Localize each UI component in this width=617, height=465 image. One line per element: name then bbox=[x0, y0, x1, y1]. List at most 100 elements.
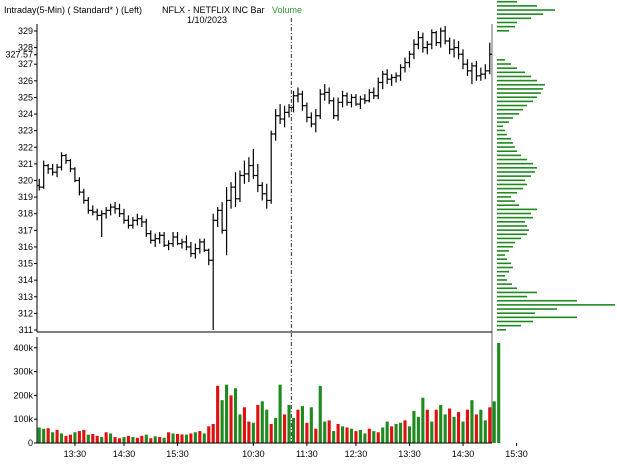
volume-profile-bar bbox=[497, 63, 511, 65]
volume-bar bbox=[349, 428, 354, 443]
price-bar bbox=[318, 89, 323, 120]
price-bar bbox=[144, 218, 149, 237]
time-tick-label: 12:30 bbox=[345, 449, 368, 459]
price-bar bbox=[353, 94, 359, 106]
volume-bar bbox=[193, 432, 197, 443]
price-tick-label: 324 bbox=[18, 109, 33, 119]
volume-bar bbox=[488, 407, 492, 443]
volume-profile-bar bbox=[497, 191, 517, 194]
volume-bar bbox=[251, 422, 255, 443]
price-tick-label: 327 bbox=[18, 59, 33, 69]
volume-bar bbox=[309, 407, 313, 443]
volume-bar bbox=[149, 438, 153, 443]
price-tick-label: 320 bbox=[18, 175, 33, 185]
price-bar bbox=[95, 208, 100, 221]
volume-profile-bar bbox=[497, 329, 506, 331]
volume-profile-bar bbox=[497, 308, 557, 310]
price-bar bbox=[340, 90, 345, 108]
volume-profile bbox=[497, 0, 615, 331]
volume-profile-bar bbox=[497, 88, 543, 90]
volume-bar bbox=[247, 421, 251, 443]
volume-bar bbox=[448, 408, 452, 443]
price-bar bbox=[416, 30, 421, 50]
price-bar bbox=[170, 231, 176, 247]
volume-profile-bar bbox=[497, 17, 531, 20]
price-bar bbox=[224, 187, 229, 256]
price-bar bbox=[407, 50, 412, 68]
time-tick-label: 10:30 bbox=[242, 449, 265, 459]
volume-bar bbox=[265, 409, 269, 443]
price-bar bbox=[465, 59, 470, 76]
volume-bar bbox=[162, 437, 166, 443]
price-tick-label: 312 bbox=[18, 308, 33, 318]
price-bar bbox=[72, 167, 78, 183]
price-bar bbox=[438, 27, 443, 48]
volume-bar bbox=[376, 432, 380, 443]
volume-profile-bar bbox=[497, 92, 541, 94]
volume-profile-bar bbox=[497, 100, 533, 103]
price-bar bbox=[460, 49, 466, 70]
price-tick-label: 315 bbox=[18, 259, 33, 269]
price-bar bbox=[474, 60, 479, 81]
price-bar bbox=[206, 248, 211, 266]
price-bar bbox=[103, 207, 109, 219]
volume-bar bbox=[327, 420, 331, 443]
price-bar bbox=[166, 240, 171, 251]
price-tick-label: 323 bbox=[18, 126, 33, 136]
volume-profile-bar bbox=[497, 216, 533, 219]
price-bar bbox=[469, 62, 475, 85]
volume-profile-bar bbox=[497, 113, 519, 115]
price-tick-label: 319 bbox=[18, 192, 33, 202]
volume-profile-bar bbox=[497, 229, 529, 231]
volume-bar bbox=[425, 409, 429, 443]
price-tick-label: 318 bbox=[18, 209, 33, 219]
volume-profile-bar bbox=[497, 162, 533, 165]
price-bar bbox=[309, 112, 314, 128]
volume-bar bbox=[73, 432, 77, 443]
volume-profile-bar bbox=[497, 171, 535, 173]
volume-profile-bar bbox=[497, 320, 533, 323]
price-bar bbox=[63, 153, 69, 164]
price-bar bbox=[291, 90, 296, 113]
price-bar bbox=[483, 64, 488, 80]
price-tick-label: 326 bbox=[18, 76, 33, 86]
volume-bar bbox=[474, 414, 478, 443]
price-bar bbox=[429, 29, 434, 50]
volume-bar bbox=[332, 431, 336, 443]
volume-bar bbox=[394, 423, 398, 443]
volume-bar bbox=[171, 433, 175, 443]
volume-profile-bar bbox=[497, 233, 527, 236]
volume-profile-bar bbox=[497, 183, 527, 186]
price-bar bbox=[442, 26, 448, 45]
volume-profile-bar bbox=[497, 21, 517, 24]
price-bar bbox=[295, 87, 301, 103]
price-tick-label: 316 bbox=[18, 242, 33, 252]
volume-bar bbox=[180, 434, 184, 443]
volume-profile-bar bbox=[497, 142, 513, 144]
volume-profile-bar bbox=[497, 175, 531, 177]
volume-bar bbox=[278, 384, 282, 443]
price-bar bbox=[90, 205, 95, 216]
volume-profile-bar bbox=[497, 150, 517, 153]
volume-bar bbox=[158, 437, 162, 443]
volume-bar bbox=[421, 397, 425, 443]
volume-bar bbox=[37, 427, 41, 443]
volume-profile-bar bbox=[497, 5, 537, 7]
volume-profile-bar bbox=[497, 83, 545, 86]
price-tick-label: 314 bbox=[18, 275, 33, 285]
volume-tick-label: 0 bbox=[28, 438, 33, 448]
volume-profile-bar bbox=[497, 9, 555, 11]
price-bar bbox=[273, 109, 278, 141]
volume-profile-bar bbox=[497, 266, 513, 269]
price-bar bbox=[81, 188, 87, 204]
volume-profile-bar bbox=[497, 270, 509, 273]
volume-bar bbox=[412, 410, 416, 443]
volume-profile-bar bbox=[497, 121, 509, 123]
price-tick-label: 325 bbox=[18, 92, 33, 102]
volume-bar bbox=[470, 400, 474, 443]
volume-bar bbox=[104, 432, 108, 443]
volume-bar bbox=[42, 428, 46, 443]
volume-bar bbox=[216, 385, 220, 443]
volume-bar bbox=[55, 429, 59, 443]
